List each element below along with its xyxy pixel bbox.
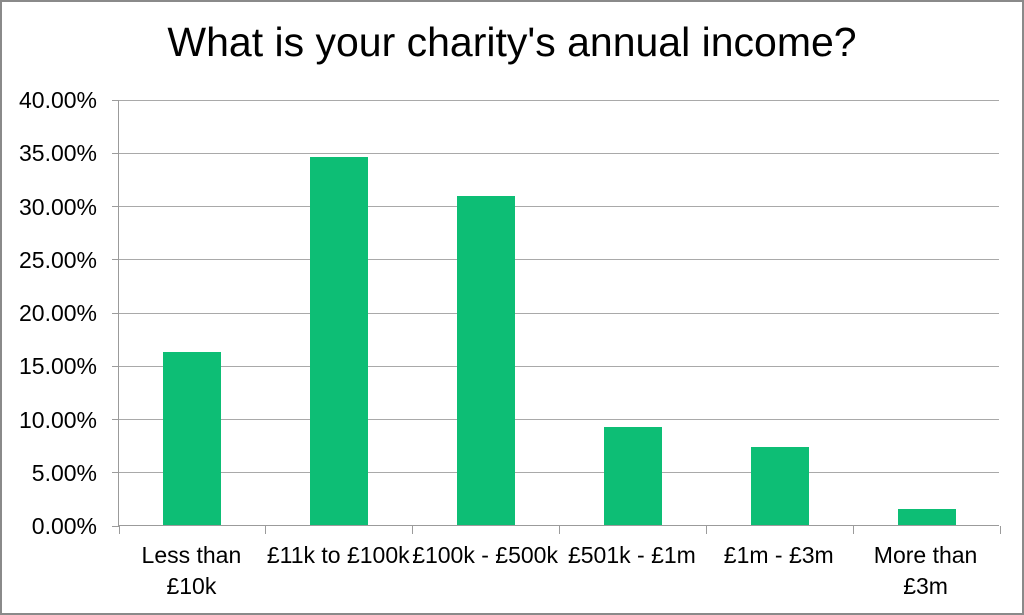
- y-axis-tick: [112, 419, 119, 420]
- y-axis-tick: [112, 365, 119, 367]
- y-axis-tick-label: 0.00%: [31, 513, 97, 539]
- y-axis-tick-label: 35.00%: [18, 140, 97, 167]
- x-axis-tick: [265, 526, 267, 534]
- gridline: [119, 472, 999, 474]
- x-axis-label-line: £11k to £100k: [266, 542, 410, 568]
- x-axis-label-line: £1m - £3m: [723, 542, 834, 568]
- x-axis-category-label: £1m - £3m: [699, 540, 859, 571]
- gridline: [119, 99, 999, 101]
- y-axis-tick-label: 10.00%: [18, 406, 97, 433]
- y-axis-tick: [112, 259, 119, 261]
- y-axis-tick: [112, 472, 119, 474]
- y-axis-tick: [112, 152, 119, 154]
- y-axis-tick: [112, 99, 119, 101]
- bar-5: [750, 447, 809, 525]
- chart-title: What is your charity's annual income?: [167, 19, 857, 65]
- gridline: [119, 365, 999, 367]
- x-axis-label-line: £100k - £500k: [412, 542, 558, 568]
- y-axis-tick-label: 40.00%: [18, 87, 97, 113]
- x-axis-tick: [412, 526, 414, 534]
- y-axis-tick-label: 5.00%: [31, 459, 97, 486]
- plot-area: [112, 99, 1001, 534]
- gridline: [119, 206, 999, 207]
- gridline: [119, 419, 999, 420]
- y-axis-tick: [112, 312, 119, 314]
- x-axis-tick: [999, 526, 1001, 534]
- x-axis-category-label: £100k - £500k: [405, 540, 565, 571]
- x-axis-category-label: Less than £10k: [111, 540, 271, 602]
- y-axis-tick-label: 15.00%: [18, 353, 97, 380]
- y-axis-tick: [112, 525, 119, 527]
- x-axis-category-label: More than £3m: [846, 540, 1006, 602]
- gridline: [119, 152, 999, 154]
- bar-6: [897, 509, 956, 525]
- gridline: [119, 259, 999, 261]
- y-axis-tick-label: 25.00%: [18, 246, 97, 273]
- x-axis-label-line: Less than: [141, 542, 242, 568]
- x-axis-tick: [852, 526, 854, 534]
- y-axis-tick-label: 30.00%: [18, 193, 97, 220]
- bar-2: [310, 156, 369, 525]
- x-axis-tick: [118, 526, 120, 534]
- bar-3: [457, 195, 516, 525]
- x-axis-label-line: £501k - £1m: [567, 542, 696, 568]
- y-axis-tick-label: 20.00%: [18, 300, 97, 326]
- x-axis-label-line: £10k: [166, 573, 217, 599]
- x-axis-category-label: £11k to £100k: [258, 540, 418, 571]
- x-axis-label-line: More than: [873, 542, 978, 568]
- x-axis-category-label: £501k - £1m: [552, 540, 712, 571]
- bar-1: [163, 352, 222, 525]
- bar-4: [603, 427, 662, 525]
- x-axis-tick: [705, 526, 707, 534]
- x-axis-tick: [559, 526, 560, 534]
- x-axis-label-line: £3m: [903, 573, 948, 599]
- gridline: [119, 312, 999, 314]
- y-axis-tick: [112, 206, 119, 207]
